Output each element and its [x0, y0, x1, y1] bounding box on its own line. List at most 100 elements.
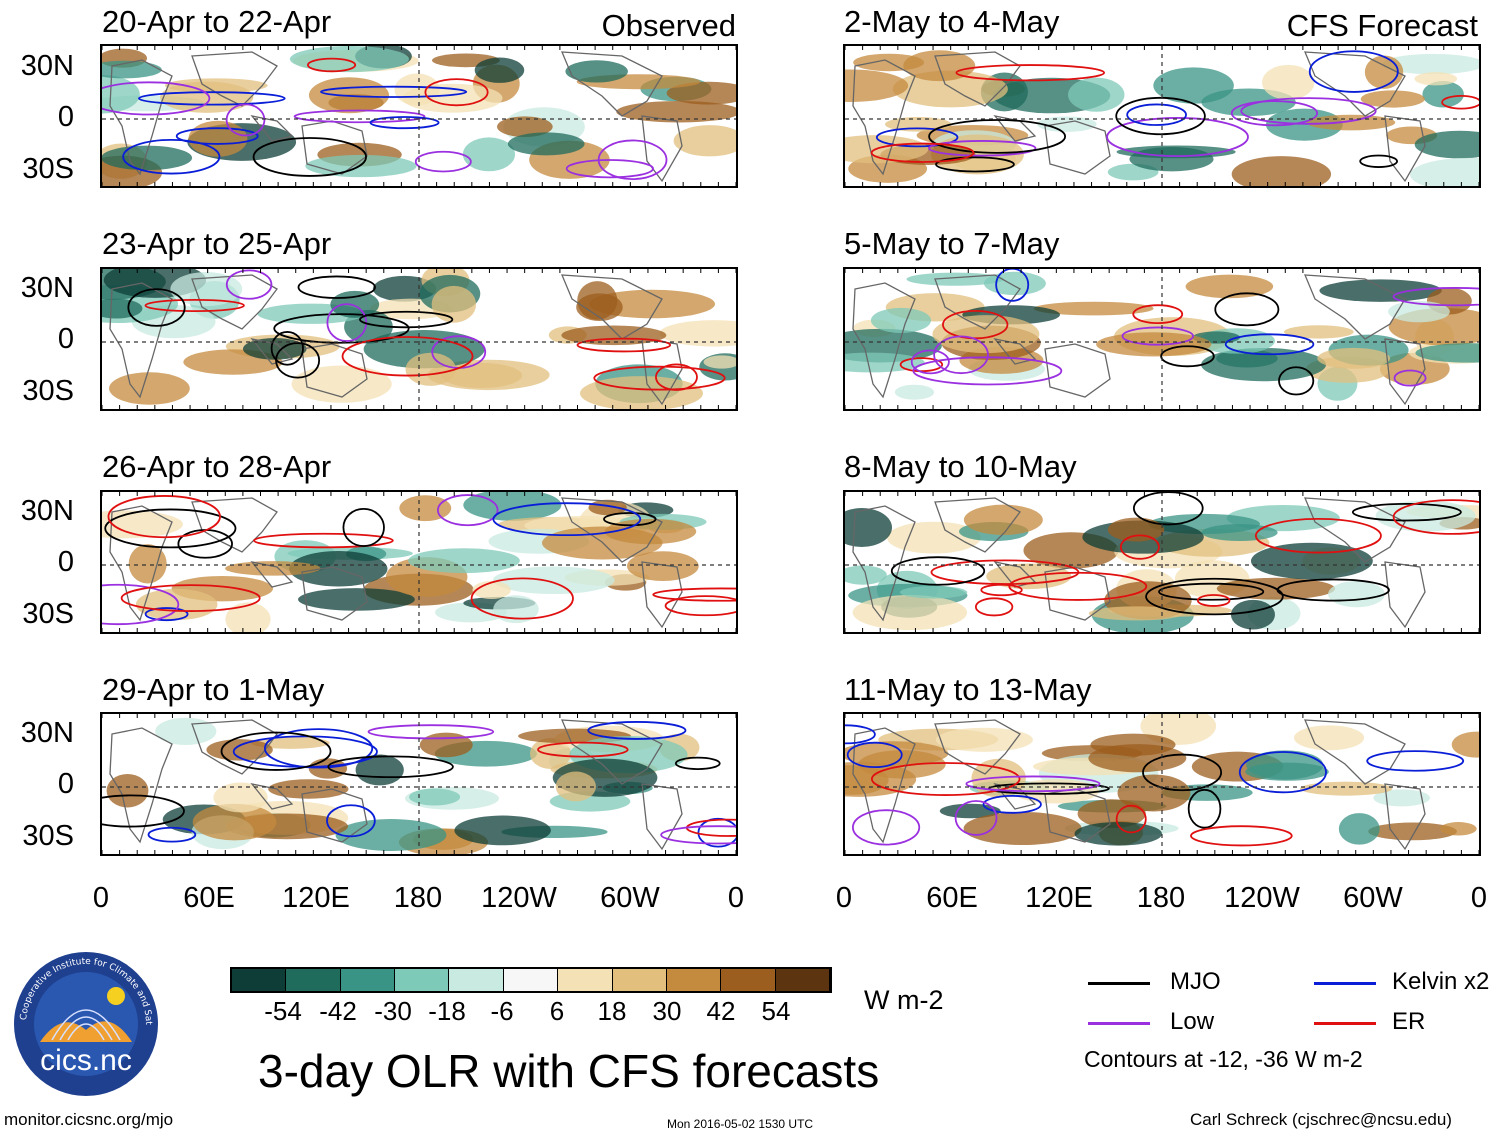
coastline	[993, 338, 1037, 365]
lon-label: 0	[727, 882, 745, 914]
contour-loop	[982, 794, 1042, 814]
coastline	[934, 719, 1021, 775]
olr-anomaly-blob	[935, 727, 1033, 752]
coastlines	[852, 51, 1426, 183]
coastline	[934, 497, 1021, 553]
contour-loop	[1119, 534, 1160, 560]
olr-anomaly-blob	[102, 298, 143, 319]
olr-anomaly-blob	[1306, 114, 1396, 131]
olr-anomaly-blob	[474, 57, 525, 83]
contour-loop	[928, 140, 1037, 157]
panel-title-obs-3: 26-Apr to 28-Apr	[102, 449, 332, 484]
contour-loop	[359, 310, 454, 329]
footer-website: monitor.cicsnc.org/mjo	[4, 1110, 174, 1129]
panel-title-fcst-1: 2-May to 4-May	[844, 4, 1060, 39]
contour-loop	[175, 127, 259, 145]
coastline	[993, 561, 1037, 588]
contour-loop	[424, 78, 489, 107]
olr-anomaly-blob	[492, 566, 615, 595]
lat-label-30s: 30S	[22, 820, 74, 852]
olr-anomaly-blob	[225, 602, 271, 632]
lat-label-eq: 0	[57, 546, 74, 578]
olr-anomaly-blob	[1317, 347, 1391, 369]
contour-loop	[307, 57, 357, 73]
colorbar-swatch	[449, 969, 504, 991]
coastline	[191, 51, 278, 107]
coastline	[1303, 51, 1406, 117]
coastline	[641, 338, 683, 406]
map-panel	[100, 490, 738, 634]
forecast-label: CFS Forecast	[1286, 8, 1478, 43]
olr-anomaly-blob	[408, 548, 520, 574]
olr-anomaly-blob	[963, 811, 1082, 846]
olr-anomaly-blob	[529, 738, 572, 769]
olr-anomaly-blob	[1250, 542, 1373, 580]
coastline	[560, 719, 663, 785]
colorbar-tick-label: -30	[374, 996, 412, 1026]
coastline	[250, 338, 294, 365]
olr-anomaly-blob	[1201, 524, 1278, 541]
contour-loop	[1115, 804, 1147, 834]
map-panel	[100, 44, 738, 188]
legend-label-low: Low	[1170, 1008, 1215, 1035]
olr-anomaly-blob	[399, 495, 452, 522]
lon-label: 60E	[926, 882, 978, 914]
coastline	[934, 274, 1021, 330]
olr-map	[102, 714, 736, 854]
contour-loop	[870, 142, 975, 163]
contour-loop	[1240, 97, 1377, 125]
olr-map	[845, 46, 1479, 186]
contour-loop	[253, 532, 394, 549]
olr-anomaly-blob	[170, 272, 243, 307]
coastline	[1303, 274, 1406, 340]
olr-anomaly-blob	[1338, 813, 1380, 845]
olr-anomaly-blob	[659, 320, 736, 347]
contour-loop	[275, 342, 321, 379]
olr-anomaly-blob	[894, 384, 935, 400]
olr-anomaly-blob	[1382, 53, 1479, 75]
colorbar-swatch	[666, 969, 722, 991]
olr-anomaly-blob	[1415, 343, 1479, 363]
olr-anomaly-blob	[472, 580, 511, 600]
olr-anomaly-blob	[1068, 77, 1125, 112]
contour-loop	[225, 103, 266, 137]
coastline	[191, 497, 278, 553]
contour-loop	[910, 349, 950, 375]
panel-title-fcst-3: 8-May to 10-May	[844, 449, 1077, 484]
olr-anomaly-blob	[1414, 72, 1458, 86]
contour-loop	[107, 495, 221, 539]
olr-anomaly-blob	[1117, 774, 1191, 812]
map-panel	[843, 712, 1481, 856]
contour-loop	[664, 595, 736, 617]
olr-anomaly-blob	[565, 60, 628, 83]
contour-loop	[144, 607, 189, 622]
logo-text: cics.nc	[40, 1044, 132, 1077]
coastline	[993, 115, 1037, 142]
contour-loop	[995, 269, 1030, 302]
colorbar-swatch	[340, 969, 396, 991]
lat-label-30n: 30N	[20, 272, 74, 304]
olr-anomaly-blob	[627, 551, 699, 582]
olr-anomaly-blob	[1074, 821, 1162, 846]
coastline	[641, 783, 683, 851]
legend-line-kelvin	[1314, 982, 1376, 985]
coastline	[993, 783, 1037, 810]
contour-loop	[597, 139, 668, 181]
colorbar-tick-label: -42	[319, 996, 357, 1026]
contour-loop	[327, 755, 454, 779]
contour-loop	[593, 365, 726, 391]
contour-loop	[1158, 582, 1265, 601]
colorbar-tick-label: 6	[549, 996, 565, 1026]
olr-anomaly-blob	[1033, 301, 1154, 316]
coastline	[250, 115, 294, 142]
lon-label: 120W	[1224, 882, 1300, 914]
colorbar-swatch	[721, 969, 776, 991]
footer-author: Carl Schreck (cjschrec@ncsu.edu)	[1190, 1110, 1452, 1129]
olr-anomaly-blob	[1414, 130, 1479, 159]
olr-anomaly-blob	[213, 782, 268, 813]
contour-loop	[1115, 96, 1206, 136]
coastline	[641, 561, 683, 629]
olr-anomaly-blob	[1201, 347, 1327, 382]
contour-loop	[138, 91, 286, 106]
contour-loop	[414, 150, 472, 173]
